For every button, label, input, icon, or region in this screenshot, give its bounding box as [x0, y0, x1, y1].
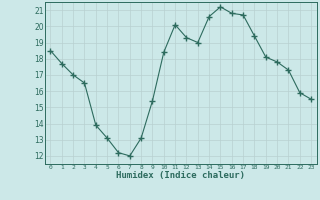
X-axis label: Humidex (Indice chaleur): Humidex (Indice chaleur)	[116, 171, 245, 180]
